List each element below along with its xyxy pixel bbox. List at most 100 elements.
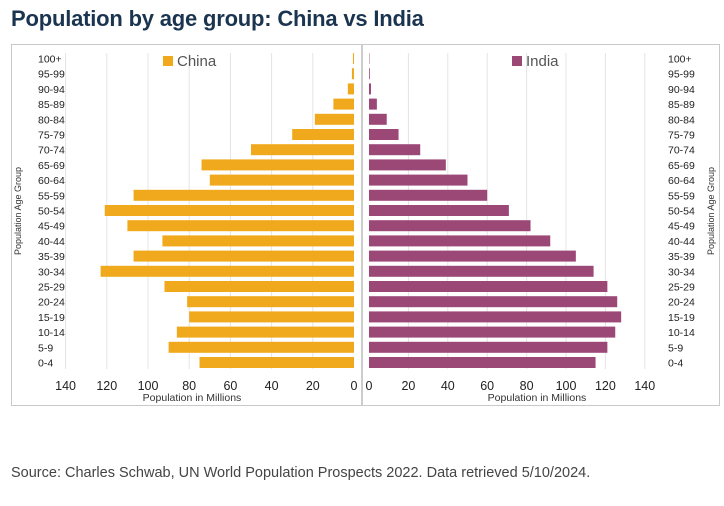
x-axis-label: Population in Millions (143, 392, 242, 404)
category-label-left: 80-84 (38, 114, 65, 126)
category-label-right: 55-59 (668, 190, 695, 202)
legend-label-india: India (526, 53, 559, 70)
india-bar (369, 250, 576, 262)
china-bar (351, 68, 354, 80)
category-label-left: 25-29 (38, 282, 65, 294)
page-title: Population by age group: China vs India (11, 6, 424, 31)
china-bar (199, 357, 354, 368)
china-bar (168, 341, 354, 353)
india-bar (369, 357, 596, 368)
india-bar (369, 174, 468, 186)
category-label-right: 90-94 (668, 84, 695, 96)
x-tick-label: 100 (138, 379, 159, 393)
category-label-left: 100+ (38, 54, 62, 66)
category-label-right: 35-39 (668, 251, 695, 263)
y-axis-label: Population Age Group (706, 167, 716, 255)
category-label-right: 45-49 (668, 221, 695, 233)
india-bar (369, 326, 616, 338)
x-tick-label: 60 (223, 379, 237, 393)
x-tick-label: 0 (351, 379, 358, 393)
category-label-left: 90-94 (38, 84, 65, 96)
category-label-right: 0-4 (668, 358, 683, 370)
x-axis-label: Population in Millions (488, 392, 587, 404)
x-tick-label: 140 (55, 379, 76, 393)
category-label-right: 25-29 (668, 282, 695, 294)
category-label-left: 40-44 (38, 236, 65, 248)
china-bar (352, 53, 354, 64)
x-tick-label: 80 (520, 379, 534, 393)
india-bar (369, 205, 509, 216)
x-tick-label: 20 (306, 379, 320, 393)
x-tick-label: 0 (366, 379, 373, 393)
china-bar (314, 113, 354, 125)
china-bar (133, 189, 354, 201)
india-bar (369, 113, 387, 125)
category-label-right: 20-24 (668, 297, 695, 309)
x-tick-label: 120 (96, 379, 117, 393)
category-label-left: 30-34 (38, 266, 65, 278)
category-label-right: 85-89 (668, 99, 695, 111)
china-bar (104, 205, 355, 216)
x-tick-label: 120 (595, 379, 616, 393)
category-label-left: 65-69 (38, 160, 65, 172)
china-bar (187, 296, 354, 308)
category-label-right: 50-54 (668, 206, 695, 218)
china-bar (176, 326, 354, 338)
india-bar (369, 281, 608, 292)
china-bar (127, 220, 355, 232)
source-note: Source: Charles Schwab, UN World Populat… (11, 465, 591, 481)
china-bar (162, 235, 354, 247)
category-label-right: 5-9 (668, 342, 683, 354)
category-label-right: 95-99 (668, 69, 695, 81)
india-bar (369, 68, 370, 80)
category-label-left: 50-54 (38, 206, 65, 218)
india-bar (369, 129, 399, 140)
category-label-left: 75-79 (38, 130, 65, 142)
x-tick-label: 80 (182, 379, 196, 393)
india-bar (369, 341, 608, 353)
india-bar (369, 265, 594, 277)
india-bar (369, 83, 371, 95)
category-label-left: 20-24 (38, 297, 65, 309)
india-bar (369, 296, 618, 308)
x-tick-label: 140 (634, 379, 655, 393)
category-label-left: 60-64 (38, 175, 65, 187)
x-tick-label: 40 (265, 379, 279, 393)
india-bar (369, 98, 377, 110)
chart-frame: 100+ 100+ 95-99 95-99 90-94 90-94 85-89 85-89 80… (11, 44, 720, 406)
india-bar (369, 220, 531, 232)
category-label-left: 35-39 (38, 251, 65, 263)
china-bar (201, 159, 354, 171)
category-label-right: 15-19 (668, 312, 695, 324)
china-bar (164, 281, 354, 292)
category-label-left: 45-49 (38, 221, 65, 233)
legend-swatch-china (163, 56, 173, 66)
category-label-right: 10-14 (668, 327, 695, 339)
category-label-left: 85-89 (38, 99, 65, 111)
china-bar (209, 174, 354, 186)
population-pyramid-chart: 100+ 100+ 95-99 95-99 90-94 90-94 85-89 85-89 80… (13, 45, 716, 405)
india-bar (369, 144, 421, 156)
legend-label-china: China (177, 53, 217, 70)
china-bar (189, 311, 354, 323)
category-label-right: 70-74 (668, 145, 695, 157)
category-label-right: 30-34 (668, 266, 695, 278)
category-label-left: 10-14 (38, 327, 65, 339)
x-tick-label: 20 (401, 379, 415, 393)
category-label-left: 55-59 (38, 190, 65, 202)
china-bar (100, 265, 355, 277)
india-bar (369, 235, 551, 247)
category-label-right: 65-69 (668, 160, 695, 172)
india-bar (369, 311, 622, 323)
category-label-right: 75-79 (668, 130, 695, 142)
category-label-left: 95-99 (38, 69, 65, 81)
china-bar (292, 129, 354, 140)
china-bar (133, 250, 354, 262)
category-label-left: 5-9 (38, 342, 53, 354)
category-label-left: 70-74 (38, 145, 65, 157)
legend-swatch-india (512, 56, 522, 66)
x-tick-label: 40 (441, 379, 455, 393)
y-axis-label: Population Age Group (13, 167, 23, 255)
category-label-left: 15-19 (38, 312, 65, 324)
category-label-right: 80-84 (668, 114, 695, 126)
